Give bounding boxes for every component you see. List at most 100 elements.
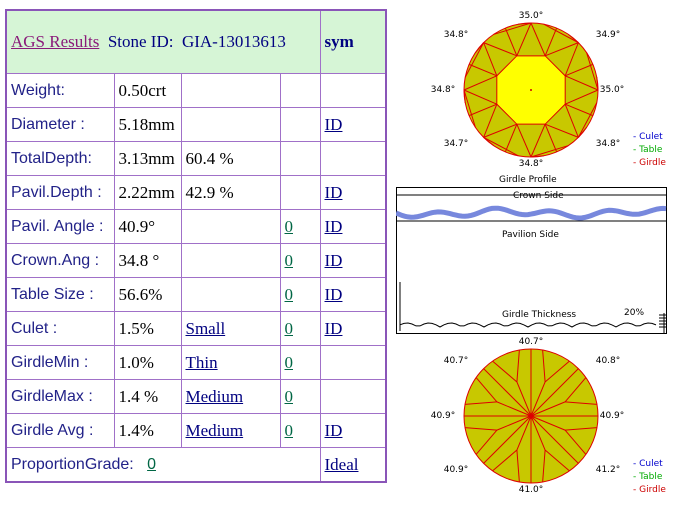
table-row: TotalDepth: 3.13mm 60.4 % [5, 141, 387, 176]
row-id-link[interactable]: ID [324, 114, 343, 134]
star-facet-line [483, 42, 498, 77]
upper-girdle-line [530, 155, 544, 158]
row-num-link[interactable]: 0 [284, 216, 294, 236]
row-id: ID [319, 277, 387, 312]
row-value: 56.6% [113, 277, 182, 312]
girdle-thickness-line [399, 322, 657, 328]
upper-girdle-line [577, 127, 587, 138]
pavilion-legend: - Culet - Table - Girdle [633, 458, 666, 497]
pavilion-angle-label: 41.2° [596, 465, 621, 475]
upper-girdle-line [568, 34, 579, 44]
legend-table: - Table [633, 145, 663, 155]
bezel-line [544, 123, 558, 153]
row-id [319, 345, 387, 380]
stone-id-label: Stone ID: [107, 32, 174, 51]
lower-girdle-line [542, 349, 546, 382]
star-facet-line [564, 75, 599, 91]
lower-girdle-line [464, 427, 497, 431]
table-row: GirdleMax :1.4 % Medium 0 [5, 379, 387, 414]
row-label: Diameter : [5, 107, 115, 142]
row-num-link[interactable]: 0 [284, 420, 294, 440]
crown-angle-label: 35.0° [600, 85, 625, 95]
ags-results-link[interactable]: AGS Results [11, 32, 100, 51]
pavilion-angle-label: 40.7° [519, 337, 544, 347]
proportion-row: ProportionGrade: 0 Ideal [5, 447, 387, 483]
row-grade [180, 243, 281, 278]
row-grade-link[interactable]: Medium [185, 420, 244, 440]
row-grade-link[interactable]: Thin [185, 352, 218, 372]
legend-girdle: - Girdle [633, 158, 666, 168]
row-value: 5.18mm [113, 107, 182, 142]
row-label: Table Size : [5, 277, 115, 312]
row-num-link[interactable]: 0 [284, 284, 294, 304]
lower-girdle-line [492, 360, 518, 383]
lower-girdle-line [530, 415, 546, 451]
lower-girdle-line [530, 415, 566, 431]
proportion-cell: ProportionGrade: 0 [5, 447, 321, 483]
row-num-link[interactable]: 0 [284, 318, 294, 338]
row-value: 1.0% [113, 345, 182, 380]
proportion-value-link[interactable]: 0 [147, 455, 156, 473]
header-cell: AGS Results Stone ID: GIA-13013613 [5, 9, 321, 74]
row-id: ID [319, 209, 387, 244]
lower-girdle-line [530, 401, 566, 417]
lower-girdle-line [544, 360, 570, 383]
bezel-line [564, 103, 594, 117]
star-facet-line [530, 123, 546, 158]
star-facet-line [483, 42, 518, 57]
proportion-label: ProportionGrade: [11, 455, 134, 473]
pavilion-main-line [530, 368, 579, 417]
row-num: 0 [279, 311, 321, 346]
row-num [279, 141, 321, 176]
ideal-link[interactable]: Ideal [324, 454, 359, 474]
star-facet-line [530, 22, 546, 57]
row-id-link[interactable]: ID [324, 182, 343, 202]
star-facet-line [463, 75, 498, 91]
star-facet-line [483, 103, 498, 138]
row-num-link[interactable]: 0 [284, 250, 294, 270]
table-row: Pavil. Angle :40.9° 0 ID [5, 209, 387, 244]
lower-girdle-line [492, 449, 518, 472]
row-grade [180, 73, 281, 108]
row-grade-link[interactable]: Medium [185, 386, 244, 406]
header-row: AGS Results Stone ID: GIA-13013613 sym [5, 9, 387, 74]
row-id-link[interactable]: ID [324, 318, 343, 338]
row-num [279, 107, 321, 142]
row-grade [180, 277, 281, 312]
crown-angle-label: 34.8° [519, 159, 544, 169]
row-num [279, 73, 321, 108]
pavilion-diagram: 40.7° 40.8° 40.9° 41.2° 41.0° 40.9° 40.9° 40.7° [431, 337, 625, 495]
row-id-link[interactable]: ID [324, 216, 343, 236]
culet-dot [530, 89, 532, 91]
row-id-link[interactable]: ID [324, 420, 343, 440]
lower-girdle-line [516, 415, 532, 451]
row-grade: 60.4 % [180, 141, 281, 176]
upper-girdle-line [483, 136, 494, 146]
row-label: Weight: [5, 73, 115, 108]
pavilion-side-label: Pavilion Side [502, 230, 559, 240]
row-grade: Thin [180, 345, 281, 380]
legend2-culet: - Culet [633, 459, 663, 469]
row-label: TotalDepth: [5, 141, 115, 176]
row-num-link[interactable]: 0 [284, 352, 294, 372]
crown-angle-label: 34.8° [596, 139, 621, 149]
legend-culet: - Culet [633, 132, 663, 142]
row-id-link[interactable]: ID [324, 250, 343, 270]
row-value: 2.22mm [113, 175, 182, 210]
table-row: Pavil.Depth :2.22mm 42.9 % ID [5, 175, 387, 210]
girdle-percent-label: 20% [624, 308, 645, 318]
row-num-link[interactable]: 0 [284, 386, 294, 406]
row-grade: 42.9 % [180, 175, 281, 210]
star-facet-line [544, 42, 579, 57]
upper-girdle-line [530, 145, 569, 158]
row-grade-link[interactable]: Small [185, 318, 226, 338]
bezel-line [564, 63, 594, 77]
row-num: 0 [279, 413, 321, 448]
star-facet-line [564, 89, 599, 105]
row-id-link[interactable]: ID [324, 284, 343, 304]
row-label: Culet : [5, 311, 115, 346]
row-num: 0 [279, 209, 321, 244]
upper-girdle-line [586, 52, 599, 91]
girdle-profile-title: Girdle Profile [499, 175, 557, 185]
crown-angle-label: 34.8° [444, 30, 469, 40]
